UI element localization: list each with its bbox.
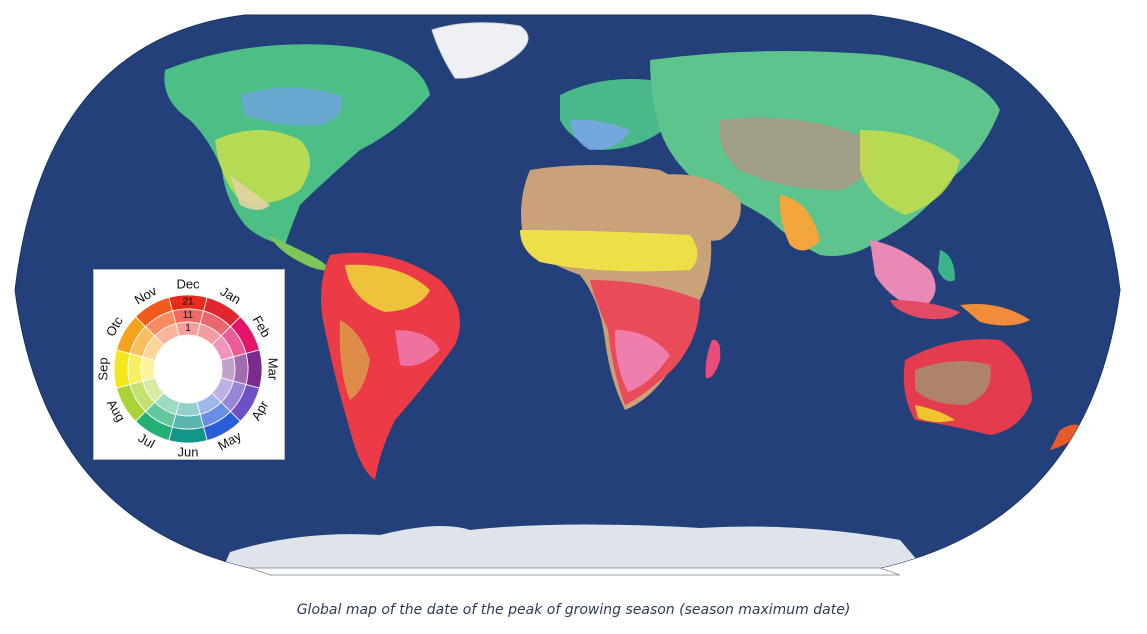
north-america: [164, 44, 430, 246]
figure-caption: Global map of the date of the peak of gr…: [296, 602, 851, 618]
world-map: [14, 14, 1121, 576]
greenland: [431, 22, 529, 79]
wheel-day-label: 1: [185, 323, 191, 334]
wheel-segment-sep-ring-2: [127, 352, 144, 386]
season-color-wheel-legend: Dec Jan Feb Mar Apr May Jun Jul Aug Sep Otc Nov 21 11…: [93, 269, 285, 460]
africa: [520, 165, 712, 410]
wheel-segment-mar-ring-3: [220, 356, 236, 382]
wheel-month-label-jul: Jul: [136, 430, 158, 451]
antarctica: [220, 524, 930, 568]
southeast-asia-islands: [890, 250, 1030, 326]
central-america: [268, 235, 330, 271]
wheel-segment-mar-ring-2: [232, 352, 249, 386]
australia: [903, 339, 1032, 435]
europe: [560, 79, 673, 150]
map-frame-bottom: [249, 567, 901, 576]
wheel-segment-sep-ring-3: [140, 356, 156, 382]
south-america: [321, 252, 460, 480]
wheel-day-label: 11: [183, 310, 194, 321]
wheel-month-label-dec: Dec: [176, 276, 200, 291]
wheel-day-label: 21: [182, 297, 194, 308]
wheel-center: [154, 335, 222, 403]
wheel-month-label-mar: Mar: [266, 358, 281, 381]
wheel-month-label-jun: Jun: [178, 444, 199, 459]
madagascar: [705, 339, 721, 379]
wheel-segment-jun-ring-2: [171, 413, 205, 430]
wheel-segment-jun-ring-3: [175, 401, 201, 417]
asia: [650, 51, 1000, 310]
wheel-month-label-sep: Sep: [95, 357, 110, 380]
